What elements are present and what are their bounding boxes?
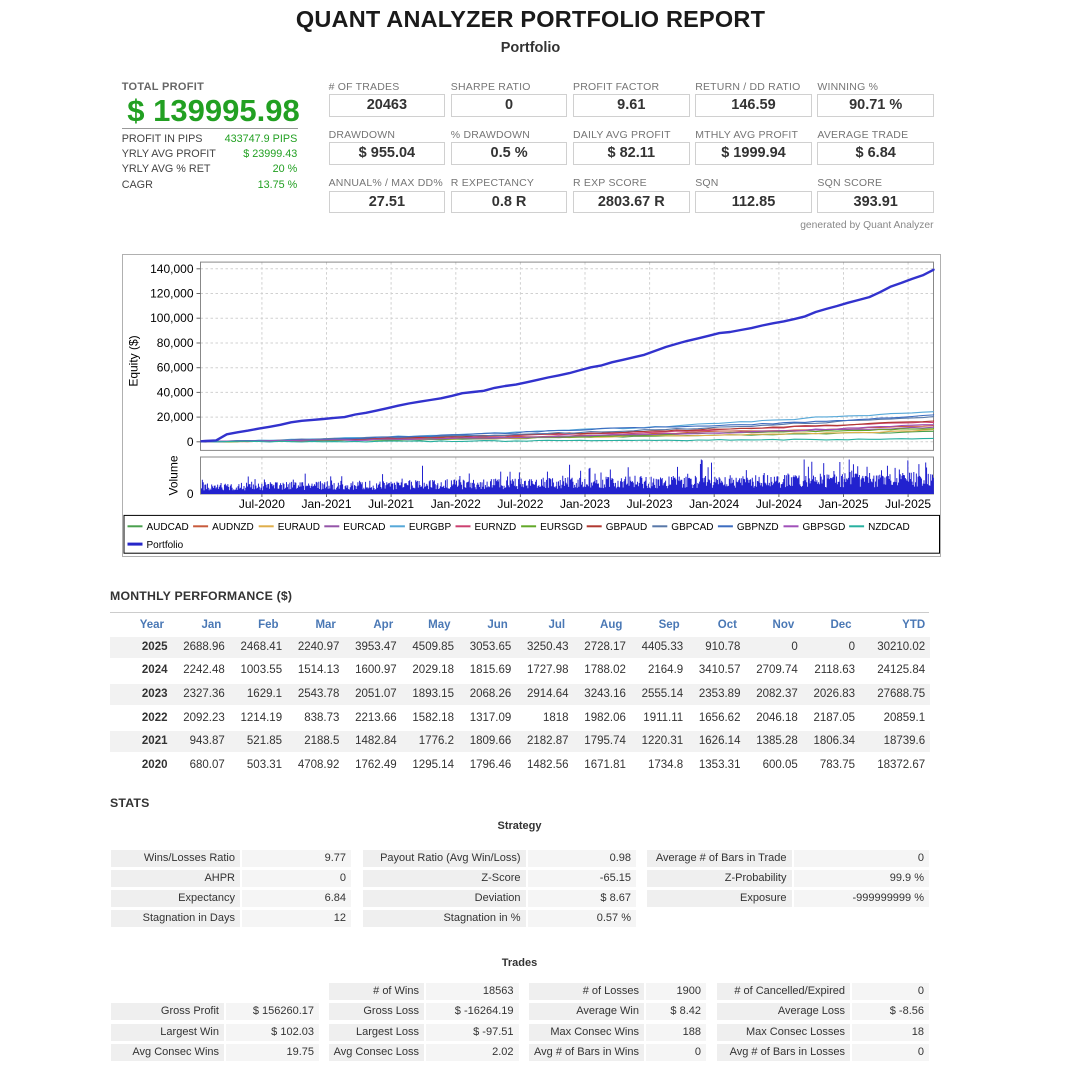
svg-text:EURSGD: EURSGD [540,523,583,534]
svg-text:100,000: 100,000 [150,312,194,326]
svg-text:EURGBP: EURGBP [408,523,451,534]
svg-text:Jan-2025: Jan-2025 [818,498,868,512]
svg-text:GBPAUD: GBPAUD [605,523,647,534]
svg-text:Jul-2023: Jul-2023 [626,498,672,512]
svg-text:Jan-2021: Jan-2021 [301,498,351,512]
svg-text:GBPCAD: GBPCAD [671,523,713,534]
svg-text:EURAUD: EURAUD [277,523,319,534]
svg-text:80,000: 80,000 [156,336,193,350]
svg-text:EURCAD: EURCAD [343,523,385,534]
svg-text:140,000: 140,000 [150,262,194,276]
svg-text:Jul-2020: Jul-2020 [238,498,284,512]
svg-text:Portfolio: Portfolio [146,540,183,551]
svg-text:Jul-2021: Jul-2021 [368,498,414,512]
svg-text:GBPNZD: GBPNZD [736,523,778,534]
svg-text:Jan-2022: Jan-2022 [430,498,480,512]
svg-text:Jul-2025: Jul-2025 [885,498,931,512]
svg-text:40,000: 40,000 [156,386,193,400]
svg-text:Jul-2022: Jul-2022 [497,498,543,512]
svg-text:120,000: 120,000 [150,287,194,301]
svg-text:60,000: 60,000 [156,361,193,375]
svg-text:NZDCAD: NZDCAD [868,523,910,534]
svg-text:Jan-2024: Jan-2024 [689,498,739,512]
svg-text:GBPSGD: GBPSGD [802,523,845,534]
svg-text:AUDNZD: AUDNZD [212,523,254,534]
svg-text:0: 0 [186,435,193,449]
svg-text:0: 0 [186,487,193,501]
svg-text:Equity ($): Equity ($) [126,336,140,387]
svg-text:Jan-2023: Jan-2023 [559,498,609,512]
svg-text:20,000: 20,000 [156,410,193,424]
svg-text:EURNZD: EURNZD [474,523,516,534]
svg-text:Jul-2024: Jul-2024 [755,498,801,512]
svg-text:Volume: Volume [166,456,180,496]
svg-text:AUDCAD: AUDCAD [146,523,188,534]
